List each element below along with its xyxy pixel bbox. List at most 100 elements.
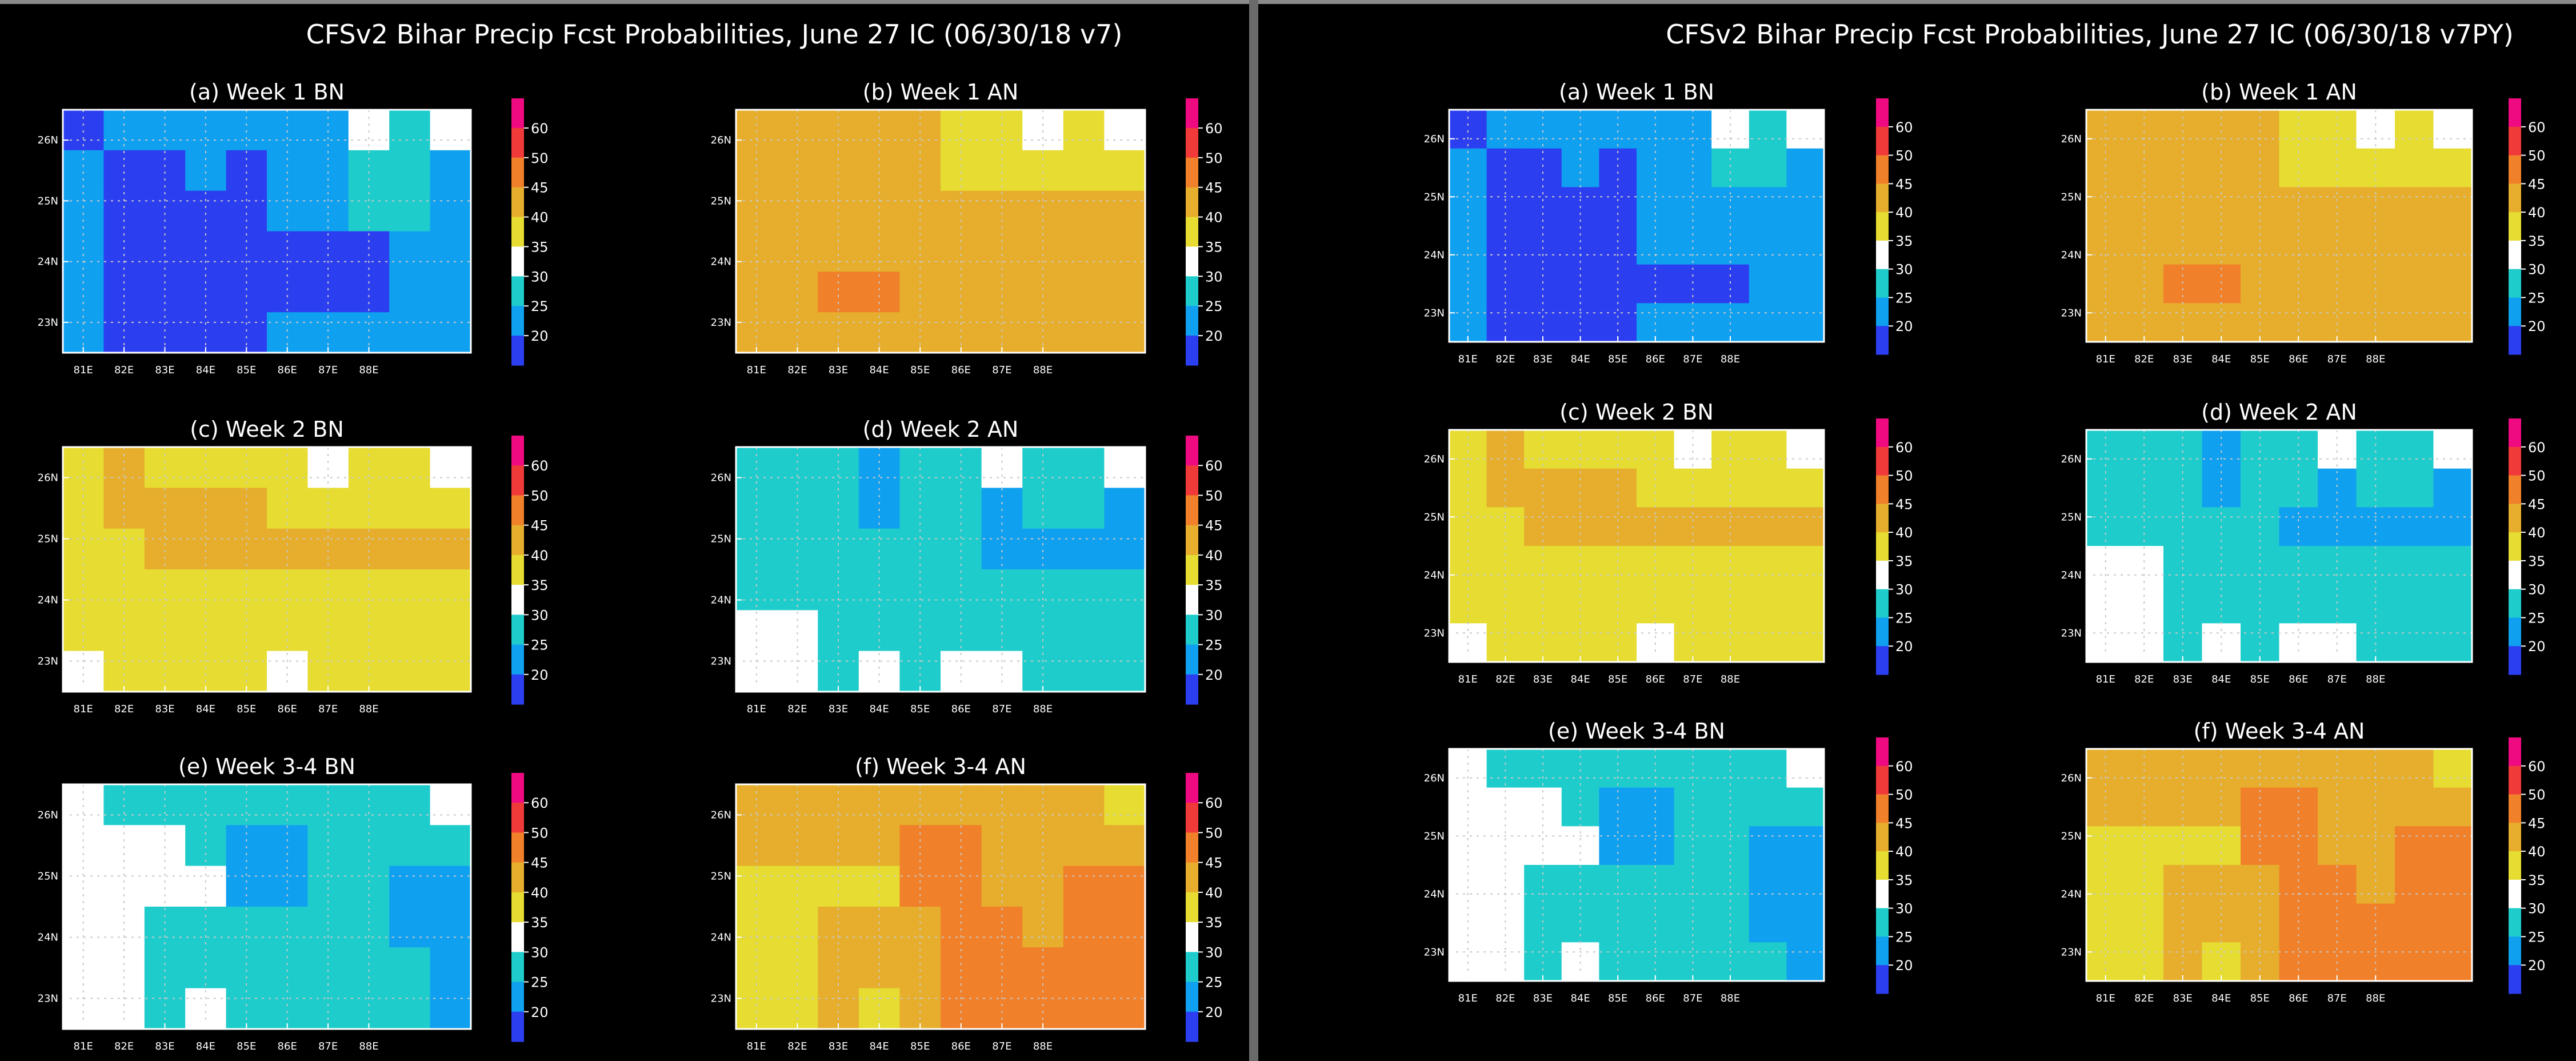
heatmap-cell (818, 610, 859, 652)
heatmap-cell (1786, 787, 1825, 827)
colorbar-label: 30 (531, 607, 549, 623)
heatmap-cell (1449, 865, 1487, 904)
x-tick-label: 85E (1608, 353, 1627, 365)
heatmap-cell (2202, 787, 2241, 827)
x-tick-label: 85E (910, 364, 930, 376)
panel-title: (a) Week 1 BN (189, 79, 345, 105)
colorbar-label: 35 (1205, 915, 1223, 931)
heatmap-cell (1561, 264, 1599, 304)
heatmap-cell (1524, 903, 1562, 943)
heatmap-cell (1599, 584, 1637, 624)
y-tick-label: 24N (1424, 888, 1445, 900)
heatmap-cell (858, 784, 900, 825)
heatmap-cell (2202, 749, 2241, 788)
colorbar-label: 45 (531, 518, 549, 534)
heatmap-cell (430, 528, 471, 570)
heatmap-cell (430, 651, 471, 692)
colorbar-segment (2509, 737, 2521, 767)
heatmap-cell (267, 110, 308, 151)
x-tick-label: 81E (747, 1040, 766, 1052)
heatmap-cell (267, 190, 308, 232)
panel-title: (f) Week 3-4 AN (855, 754, 1026, 779)
heatmap-cell (63, 825, 104, 867)
heatmap-cell (899, 312, 941, 353)
heatmap-cell (2318, 148, 2357, 188)
x-tick-label: 82E (2134, 992, 2154, 1004)
heatmap-cell (144, 488, 186, 529)
heatmap-cell (858, 110, 900, 151)
heatmap-cell (2318, 546, 2357, 585)
heatmap-cell (1674, 903, 1712, 943)
heatmap-cell (1063, 110, 1105, 151)
colorbar-label: 50 (531, 825, 549, 841)
panel-title: (c) Week 2 BN (1559, 400, 1714, 425)
heatmap-cell (226, 110, 267, 151)
heatmap-cell (1022, 610, 1064, 652)
x-tick-label: 85E (2250, 992, 2270, 1004)
heatmap-cell (981, 231, 1023, 272)
heatmap-cell (736, 447, 778, 488)
colorbar-segment (511, 585, 524, 615)
heatmap-cell (430, 272, 471, 313)
heatmap-cell (899, 907, 941, 948)
heatmap-cell (736, 488, 778, 529)
heatmap-cell (777, 488, 818, 529)
heatmap-cell (818, 528, 859, 570)
heatmap-cell (348, 784, 390, 825)
heatmap-cell (1561, 546, 1599, 585)
heatmap-cell (348, 272, 390, 313)
x-tick-label: 86E (278, 703, 297, 715)
heatmap-cell (103, 784, 145, 825)
colorbar-label: 45 (1895, 176, 1913, 192)
colorbar-label: 20 (1895, 639, 1913, 655)
heatmap-cell (1599, 749, 1637, 788)
heatmap-cell (818, 569, 859, 611)
heatmap-cell (1786, 226, 1825, 265)
colorbar-segment (1186, 246, 1198, 277)
window-divider[interactable] (1249, 0, 1258, 1061)
window-title: CFSv2 Bihar Precip Fcst Probabilities, J… (1666, 19, 2514, 50)
heatmap-cell (2356, 749, 2395, 788)
heatmap-cell (267, 231, 308, 272)
heatmap-cell (818, 784, 859, 825)
heatmap-cell (2395, 507, 2434, 547)
x-tick-label: 88E (1033, 364, 1053, 376)
heatmap-cell (1449, 264, 1487, 304)
heatmap-cell (941, 150, 982, 192)
colorbar-segment (2509, 297, 2521, 326)
heatmap-cell (389, 150, 431, 192)
heatmap-cell (736, 651, 778, 692)
colorbar-label: 50 (1205, 488, 1223, 504)
heatmap-cell (2241, 264, 2280, 304)
heatmap-cell (2395, 110, 2434, 149)
heatmap-cell (1486, 110, 1525, 149)
heatmap-cell (1674, 865, 1712, 904)
panel-title: (d) Week 2 AN (863, 417, 1019, 442)
y-tick-label: 24N (2061, 569, 2082, 581)
heatmap-cell (858, 988, 900, 1030)
y-tick-label: 26N (2061, 133, 2082, 145)
heatmap-cell (818, 488, 859, 529)
heatmap-cell (1104, 447, 1146, 488)
heatmap-cell (2125, 749, 2164, 788)
heatmap-cell (899, 528, 941, 570)
heatmap-cell (818, 110, 859, 151)
colorbar-label: 35 (531, 915, 549, 931)
heatmap-cell (307, 312, 349, 353)
colorbar-label: 20 (2528, 958, 2546, 974)
colorbar-segment (1876, 646, 1889, 675)
heatmap-cell (2086, 468, 2126, 508)
colorbar-label: 45 (1205, 180, 1223, 196)
colorbar-label: 35 (1895, 872, 1913, 888)
heatmap-cell (1063, 488, 1105, 529)
heatmap-cell (1022, 825, 1064, 867)
heatmap-cell (1749, 264, 1787, 304)
heatmap-cell (1674, 226, 1712, 265)
plot-frame (735, 109, 1146, 354)
heatmap-cell (2395, 623, 2434, 663)
heatmap-cell (941, 610, 982, 652)
heatmap-cell (818, 825, 859, 867)
x-tick-label: 85E (2250, 353, 2270, 365)
colorbar-label: 50 (2528, 468, 2546, 484)
colorbar-segment (2509, 965, 2521, 994)
